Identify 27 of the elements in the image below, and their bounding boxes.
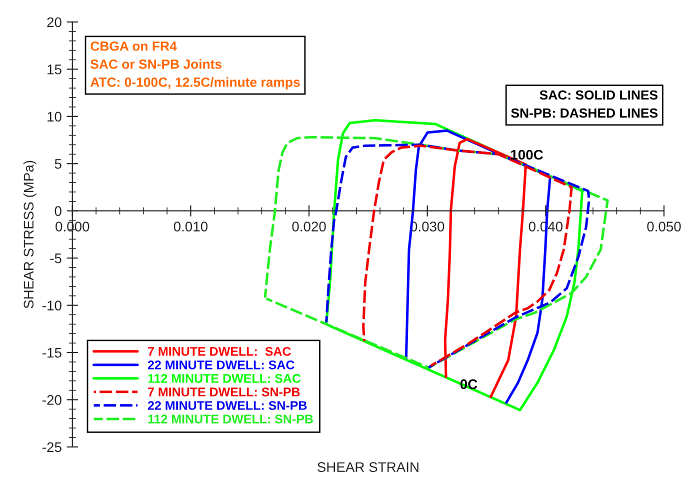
x-tick-label: 0.010 <box>174 222 208 232</box>
y-tick-label: 15 <box>48 64 62 74</box>
x-tick-label: 0.020 <box>292 222 326 232</box>
annotation: SAC: SOLID LINES SN-PB: DASHED LINES <box>511 90 658 118</box>
legend-label: 22 MINUTE DWELL: SAC <box>148 360 294 370</box>
y-tick-label: 10 <box>48 112 62 122</box>
legend-label: 22 MINUTE DWELL: SN-PB <box>148 401 307 410</box>
annotation: 100C <box>511 150 543 160</box>
x-axis-title: SHEAR STRAIN <box>317 462 418 472</box>
y-tick-label: -20 <box>42 395 62 405</box>
y-tick-label: -25 <box>42 442 62 452</box>
y-tick-label: 5 <box>54 159 62 169</box>
y-tick-label: -5 <box>50 254 62 264</box>
y-tick-label: -10 <box>42 300 62 310</box>
x-tick-label: 0.050 <box>647 222 681 232</box>
y-tick-label: 20 <box>47 17 62 28</box>
legend-label: 112 MINUTE DWELL: SAC <box>148 374 301 383</box>
y-tick-label: -15 <box>42 348 62 358</box>
line-series <box>362 144 573 367</box>
y-tick-label: 0 <box>54 206 62 216</box>
legend-label: 112 MINUTE DWELL: SN-PB <box>148 414 313 424</box>
legend-label: 7 MINUTE DWELL: SAC <box>148 346 291 356</box>
line-series <box>325 144 590 369</box>
line-series <box>264 136 609 369</box>
legend-label: 7 MINUTE DWELL: SN-PB <box>148 388 300 396</box>
annotation: CBGA on FR4 SAC or SN-PB Joints ATC: 0-100C, 12.5C/minute ramps <box>90 41 300 90</box>
y-axis-title: SHEAR STRESS (MPa) <box>23 160 36 308</box>
